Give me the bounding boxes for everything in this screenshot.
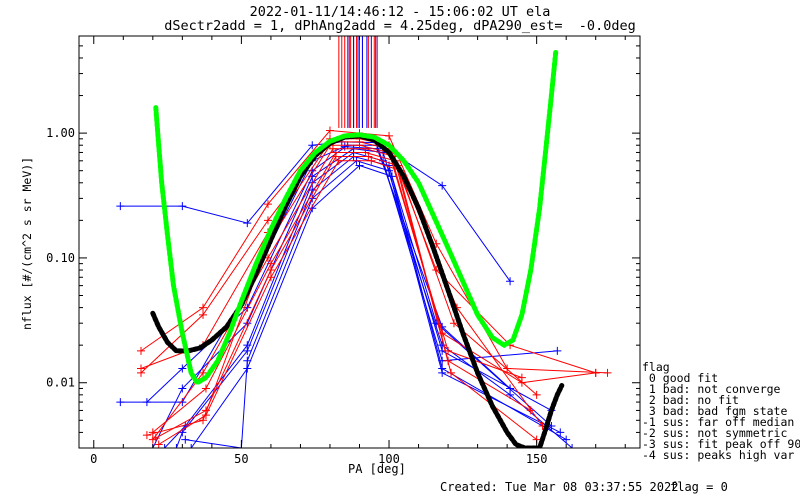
red-series-line: [152, 152, 538, 440]
blue-data-point: [181, 435, 190, 444]
blue-data-point: [142, 398, 151, 407]
black-fit-curve: [150, 133, 565, 448]
blue-data-point: [178, 202, 187, 211]
chart-title-line2: dSectr2add = 1, dPhAng2add = 4.25deg, dP…: [164, 18, 636, 34]
legend-entry: -4 sus: peaks high var: [642, 448, 795, 462]
blue-data-point: [562, 435, 571, 444]
series-layer: [116, 36, 612, 448]
blue-series-line: [164, 151, 558, 448]
red-series-line: [146, 144, 523, 436]
blue-data-point: [308, 141, 317, 150]
red-data-point: [447, 368, 456, 377]
red-series-line: [152, 148, 532, 440]
legend-entry: 0 good fit: [642, 371, 719, 385]
x-tick-label: 150: [526, 452, 548, 466]
blue-data-point: [116, 398, 125, 407]
blue-data-point: [116, 202, 125, 211]
x-tick-label: 100: [378, 452, 400, 466]
red-data-point: [266, 266, 275, 275]
fit-layer: [150, 49, 565, 448]
legend-entry: -1 sus: far off median: [642, 415, 795, 429]
red-data-point: [151, 434, 160, 443]
y-axis-label: nflux [#/(cm^2 s sr MeV)]: [20, 156, 34, 330]
red-series-line: [140, 141, 596, 384]
red-data-point: [603, 368, 612, 377]
blue-data-point: [506, 277, 515, 286]
blue-data-point: [438, 181, 447, 190]
blue-data-point: [355, 161, 364, 170]
blue-data-point: [568, 444, 577, 448]
blue-data-point: [553, 346, 562, 355]
red-series-line: [155, 156, 538, 439]
blue-data-point: [243, 219, 252, 228]
x-axis-label: PA [deg]: [348, 462, 406, 476]
red-data-point: [364, 152, 373, 161]
red-series-line: [158, 160, 544, 445]
blue-data-point: [172, 444, 181, 448]
ticks-layer: 0 50 100 150 0.01 0.10 1.00: [46, 35, 640, 466]
blue-data-point: [160, 444, 169, 448]
blue-data-point: [178, 398, 187, 407]
blue-data-point: [387, 172, 396, 181]
red-data-point: [137, 364, 146, 373]
red-data-point: [503, 364, 512, 373]
red-data-point: [263, 200, 272, 209]
red-data-point: [154, 440, 163, 448]
green-fit-curve: [153, 49, 559, 387]
blue-series-line: [185, 160, 561, 448]
red-data-point: [263, 216, 272, 225]
red-data-point: [367, 156, 376, 165]
red-data-point: [137, 346, 146, 355]
legend-entry: 2 bad: no fit: [642, 393, 739, 407]
legend-entry: -3 sus: fit peak off 90: [642, 437, 800, 451]
footer-created: Created: Tue Mar 08 03:37:55 2022: [440, 480, 679, 494]
blue-series-line: [175, 155, 567, 448]
blue-series-line: [146, 144, 573, 448]
blue-data-point: [243, 346, 252, 355]
red-data-point: [325, 126, 334, 135]
red-data-point: [201, 384, 210, 393]
blue-data-point: [438, 368, 447, 377]
x-tick-label: 50: [234, 452, 248, 466]
blue-data-point: [243, 364, 252, 373]
y-tick-label: 0.01: [46, 376, 75, 390]
red-data-point: [334, 156, 343, 165]
y-tick-label: 0.10: [46, 251, 75, 265]
legend-entry: 1 bad: not converge: [642, 382, 781, 396]
blue-data-point: [178, 364, 187, 373]
red-data-point: [517, 373, 526, 382]
red-data-point: [201, 411, 210, 420]
red-data-point: [532, 390, 541, 399]
red-data-point: [591, 368, 600, 377]
y-tick-label: 1.00: [46, 126, 75, 140]
blue-series-line: [120, 146, 511, 403]
red-series-line: [140, 129, 608, 374]
footer-flag: flag = 0: [670, 480, 728, 494]
red-data-point: [385, 131, 394, 140]
legend-entry: -2 sus: not symmetric: [642, 426, 788, 440]
red-data-point: [142, 431, 151, 440]
legend-entry: 3 bad: bad fgm state: [642, 404, 788, 418]
red-data-point: [199, 310, 208, 319]
red-data-point: [199, 303, 208, 312]
chart-title-line1: 2022-01-11/14:46:12 - 15:06:02 UT ela: [249, 4, 551, 20]
red-data-point: [355, 141, 364, 150]
blue-data-point: [187, 444, 196, 448]
red-data-point: [199, 416, 208, 425]
blue-data-point: [556, 428, 565, 437]
red-series-line: [140, 138, 596, 374]
red-data-point: [449, 319, 458, 328]
red-data-point: [199, 368, 208, 377]
blue-data-point: [385, 166, 394, 175]
blue-data-point: [178, 384, 187, 393]
red-data-point: [266, 273, 275, 282]
red-data-point: [331, 152, 340, 161]
x-tick-label: 0: [90, 452, 97, 466]
red-data-point: [148, 428, 157, 437]
red-data-point: [361, 148, 370, 157]
legend-entry: flag: [642, 360, 670, 374]
